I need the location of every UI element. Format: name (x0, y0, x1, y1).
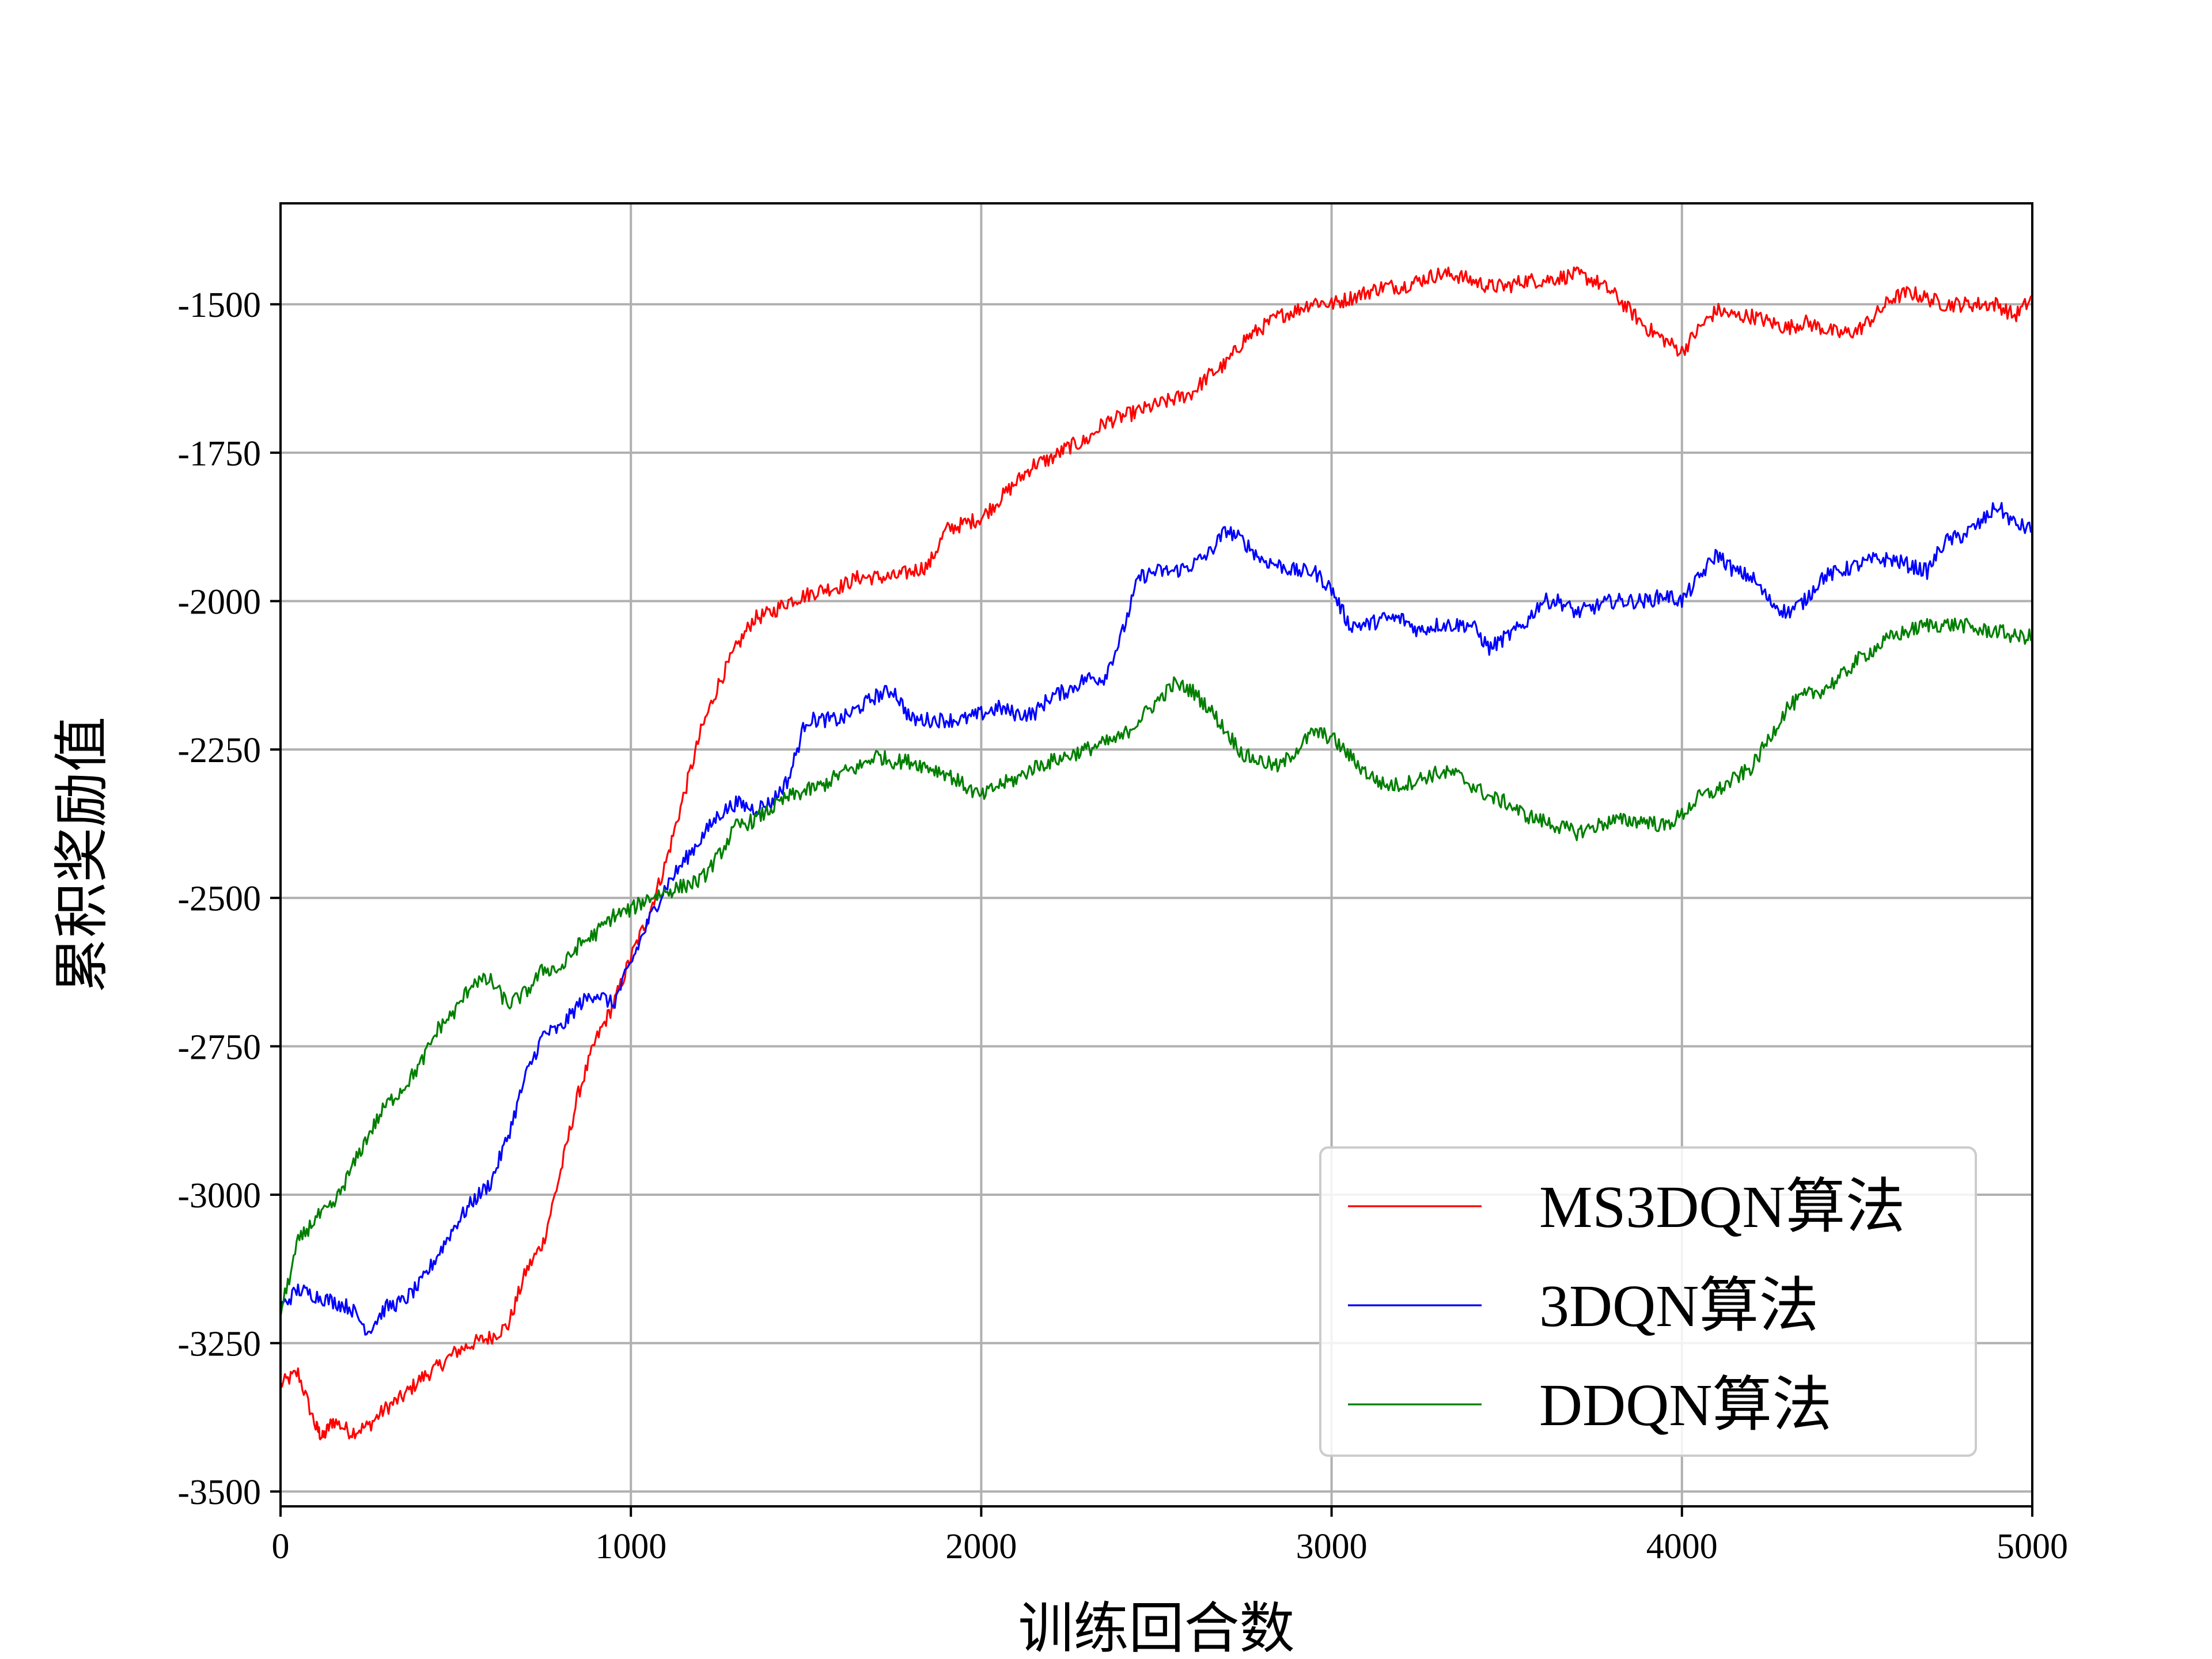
legend: MS3DQN算法 3DQN算法 DDQN算法 (1319, 1146, 1977, 1457)
series-layer (279, 266, 2033, 1441)
legend-label-3: DDQN算法 (1539, 1372, 1832, 1438)
y-tick-label: -2500 (177, 880, 261, 919)
x-tick-label: 0 (272, 1527, 290, 1566)
legend-box (1319, 1146, 1977, 1457)
y-tick-label: -2750 (177, 1028, 261, 1067)
plot-frame (279, 202, 2033, 1508)
axis-ticks: 0 1000 2000 3000 4000 5000 -3500 -3250 -3000 -275… (177, 286, 2068, 1566)
legend-label-1: MS3DQN算法 (1539, 1174, 1906, 1240)
x-tick-label: 1000 (595, 1527, 666, 1566)
x-axis-title: 训练回合数 (1018, 1596, 1295, 1659)
y-tick-label: -1500 (177, 286, 261, 325)
y-axis-title: 累积奖励值 (50, 717, 114, 993)
y-tick-label: -2250 (177, 731, 261, 770)
y-tick-label: -1750 (177, 434, 261, 474)
x-tick-label: 4000 (1646, 1527, 1718, 1566)
series-line-2 (279, 502, 2033, 1336)
series-line-3 (279, 618, 2033, 1318)
y-tick-label: -2000 (177, 582, 261, 622)
y-tick-label: -3000 (177, 1176, 261, 1215)
y-tick-label: -3500 (177, 1473, 261, 1512)
x-tick-label: 2000 (945, 1527, 1017, 1566)
series-line-1 (279, 266, 2033, 1441)
gridlines (279, 203, 2033, 1506)
legend-label-2: 3DQN算法 (1539, 1273, 1819, 1339)
x-tick-label: 3000 (1296, 1527, 1368, 1566)
y-tick-label: -3250 (177, 1325, 261, 1364)
x-tick-label: 5000 (1997, 1527, 2068, 1566)
